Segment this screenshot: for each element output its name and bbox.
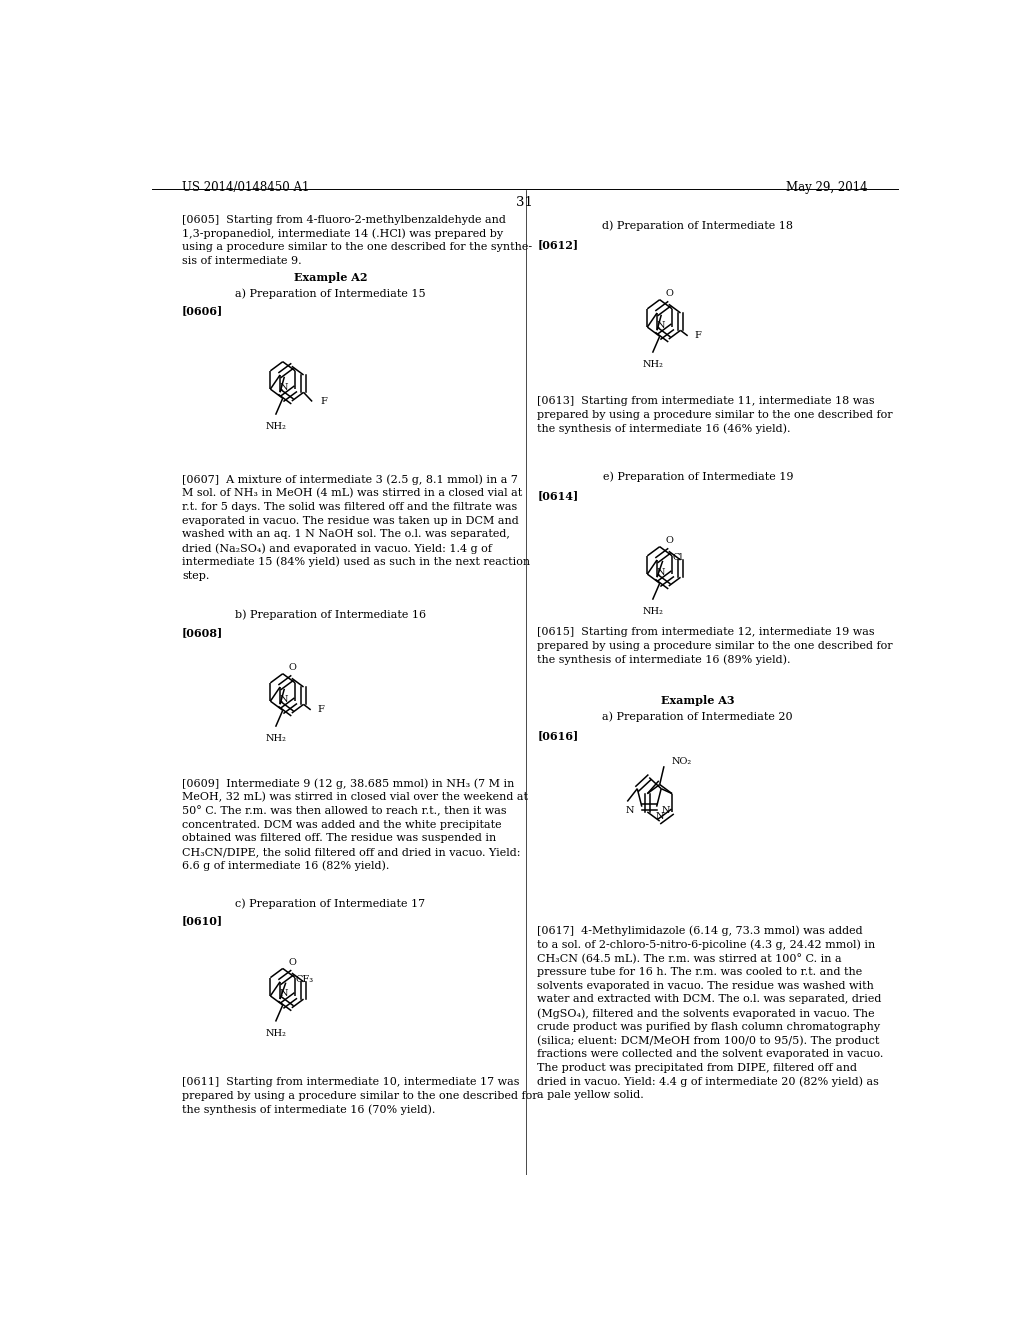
Text: [0609]  Intermediate 9 (12 g, 38.685 mmol) in NH₃ (7 M in: [0609] Intermediate 9 (12 g, 38.685 mmol… — [182, 779, 514, 789]
Text: 1,3-propanediol, intermediate 14 (.HCl) was prepared by: 1,3-propanediol, intermediate 14 (.HCl) … — [182, 228, 503, 239]
Text: [0610]: [0610] — [182, 916, 223, 927]
Text: [0616]: [0616] — [538, 730, 579, 741]
Text: 50° C. The r.m. was then allowed to reach r.t., then it was: 50° C. The r.m. was then allowed to reac… — [182, 805, 507, 817]
Text: May 29, 2014: May 29, 2014 — [786, 181, 867, 194]
Text: intermediate 15 (84% yield) used as such in the next reaction: intermediate 15 (84% yield) used as such… — [182, 557, 530, 568]
Text: (silica; eluent: DCM/MeOH from 100/0 to 95/5). The product: (silica; eluent: DCM/MeOH from 100/0 to … — [538, 1036, 880, 1047]
Text: O: O — [289, 663, 296, 672]
Text: concentrated. DCM was added and the white precipitate: concentrated. DCM was added and the whit… — [182, 820, 502, 829]
Text: a) Preparation of Intermediate 15: a) Preparation of Intermediate 15 — [236, 289, 426, 300]
Text: N: N — [656, 321, 665, 330]
Text: N: N — [280, 694, 288, 704]
Text: NH₂: NH₂ — [265, 734, 286, 743]
Text: [0606]: [0606] — [182, 305, 223, 317]
Text: (MgSO₄), filtered and the solvents evaporated in vacuo. The: (MgSO₄), filtered and the solvents evapo… — [538, 1008, 876, 1019]
Text: The product was precipitated from DIPE, filtered off and: The product was precipitated from DIPE, … — [538, 1063, 857, 1073]
Text: prepared by using a procedure similar to the one described for: prepared by using a procedure similar to… — [182, 1090, 538, 1101]
Text: NO₂: NO₂ — [672, 756, 692, 766]
Text: step.: step. — [182, 570, 209, 581]
Text: 6.6 g of intermediate 16 (82% yield).: 6.6 g of intermediate 16 (82% yield). — [182, 861, 389, 871]
Text: [0615]  Starting from intermediate 12, intermediate 19 was: [0615] Starting from intermediate 12, in… — [538, 627, 876, 638]
Text: N: N — [656, 568, 665, 577]
Text: NH₂: NH₂ — [642, 360, 663, 370]
Text: the synthesis of intermediate 16 (89% yield).: the synthesis of intermediate 16 (89% yi… — [538, 655, 791, 665]
Text: to a sol. of 2-chloro-5-nitro-6-picoline (4.3 g, 24.42 mmol) in: to a sol. of 2-chloro-5-nitro-6-picoline… — [538, 940, 876, 950]
Text: fractions were collected and the solvent evaporated in vacuo.: fractions were collected and the solvent… — [538, 1049, 884, 1059]
Text: Example A2: Example A2 — [294, 272, 368, 282]
Text: pressure tube for 16 h. The r.m. was cooled to r.t. and the: pressure tube for 16 h. The r.m. was coo… — [538, 968, 863, 977]
Text: evaporated in vacuo. The residue was taken up in DCM and: evaporated in vacuo. The residue was tak… — [182, 516, 519, 525]
Text: F: F — [321, 397, 327, 407]
Text: solvents evaporated in vacuo. The residue was washed with: solvents evaporated in vacuo. The residu… — [538, 981, 874, 991]
Text: [0607]  A mixture of intermediate 3 (2.5 g, 8.1 mmol) in a 7: [0607] A mixture of intermediate 3 (2.5 … — [182, 474, 518, 484]
Text: [0614]: [0614] — [538, 490, 579, 500]
Text: [0613]  Starting from intermediate 11, intermediate 18 was: [0613] Starting from intermediate 11, in… — [538, 396, 876, 407]
Text: 31: 31 — [516, 195, 534, 209]
Text: M sol. of NH₃ in MeOH (4 mL) was stirred in a closed vial at: M sol. of NH₃ in MeOH (4 mL) was stirred… — [182, 488, 522, 499]
Text: prepared by using a procedure similar to the one described for: prepared by using a procedure similar to… — [538, 411, 893, 420]
Text: N: N — [280, 990, 288, 998]
Text: CH₃CN (64.5 mL). The r.m. was stirred at 100° C. in a: CH₃CN (64.5 mL). The r.m. was stirred at… — [538, 953, 842, 964]
Text: [0611]  Starting from intermediate 10, intermediate 17 was: [0611] Starting from intermediate 10, in… — [182, 1077, 519, 1088]
Text: a) Preparation of Intermediate 20: a) Preparation of Intermediate 20 — [602, 711, 794, 722]
Text: O: O — [666, 536, 673, 545]
Text: c) Preparation of Intermediate 17: c) Preparation of Intermediate 17 — [236, 899, 425, 909]
Text: dried in vacuo. Yield: 4.4 g of intermediate 20 (82% yield) as: dried in vacuo. Yield: 4.4 g of intermed… — [538, 1077, 880, 1088]
Text: obtained was filtered off. The residue was suspended in: obtained was filtered off. The residue w… — [182, 833, 497, 843]
Text: N: N — [626, 807, 634, 816]
Text: Example A3: Example A3 — [662, 696, 734, 706]
Text: water and extracted with DCM. The o.l. was separated, dried: water and extracted with DCM. The o.l. w… — [538, 994, 882, 1005]
Text: O: O — [289, 958, 296, 966]
Text: washed with an aq. 1 N NaOH sol. The o.l. was separated,: washed with an aq. 1 N NaOH sol. The o.l… — [182, 529, 510, 540]
Text: CF₃: CF₃ — [295, 975, 313, 985]
Text: N: N — [662, 807, 670, 816]
Text: [0605]  Starting from 4-fluoro-2-methylbenzaldehyde and: [0605] Starting from 4-fluoro-2-methylbe… — [182, 215, 506, 224]
Text: using a procedure similar to the one described for the synthe-: using a procedure similar to the one des… — [182, 243, 532, 252]
Text: [0608]: [0608] — [182, 627, 223, 638]
Text: N: N — [280, 383, 288, 392]
Text: CH₃CN/DIPE, the solid filtered off and dried in vacuo. Yield:: CH₃CN/DIPE, the solid filtered off and d… — [182, 847, 520, 857]
Text: the synthesis of intermediate 16 (70% yield).: the synthesis of intermediate 16 (70% yi… — [182, 1105, 435, 1115]
Text: MeOH, 32 mL) was stirred in closed vial over the weekend at: MeOH, 32 mL) was stirred in closed vial … — [182, 792, 528, 803]
Text: O: O — [666, 289, 673, 298]
Text: crude product was purified by flash column chromatography: crude product was purified by flash colu… — [538, 1022, 881, 1032]
Text: prepared by using a procedure similar to the one described for: prepared by using a procedure similar to… — [538, 640, 893, 651]
Text: dried (Na₂SO₄) and evaporated in vacuo. Yield: 1.4 g of: dried (Na₂SO₄) and evaporated in vacuo. … — [182, 543, 492, 553]
Text: the synthesis of intermediate 16 (46% yield).: the synthesis of intermediate 16 (46% yi… — [538, 424, 791, 434]
Text: Cl: Cl — [672, 553, 683, 562]
Text: US 2014/0148450 A1: US 2014/0148450 A1 — [182, 181, 309, 194]
Text: r.t. for 5 days. The solid was filtered off and the filtrate was: r.t. for 5 days. The solid was filtered … — [182, 502, 517, 512]
Text: NH₂: NH₂ — [642, 607, 663, 616]
Text: sis of intermediate 9.: sis of intermediate 9. — [182, 256, 302, 265]
Text: d) Preparation of Intermediate 18: d) Preparation of Intermediate 18 — [602, 220, 794, 231]
Text: [0612]: [0612] — [538, 239, 579, 249]
Text: e) Preparation of Intermediate 19: e) Preparation of Intermediate 19 — [602, 471, 793, 482]
Text: F: F — [695, 331, 701, 341]
Text: N: N — [655, 812, 664, 821]
Text: F: F — [317, 705, 325, 714]
Text: NH₂: NH₂ — [265, 1030, 286, 1039]
Text: a pale yellow solid.: a pale yellow solid. — [538, 1090, 644, 1101]
Text: b) Preparation of Intermediate 16: b) Preparation of Intermediate 16 — [234, 610, 426, 620]
Text: [0617]  4-Methylimidazole (6.14 g, 73.3 mmol) was added: [0617] 4-Methylimidazole (6.14 g, 73.3 m… — [538, 925, 863, 936]
Text: NH₂: NH₂ — [265, 422, 286, 432]
